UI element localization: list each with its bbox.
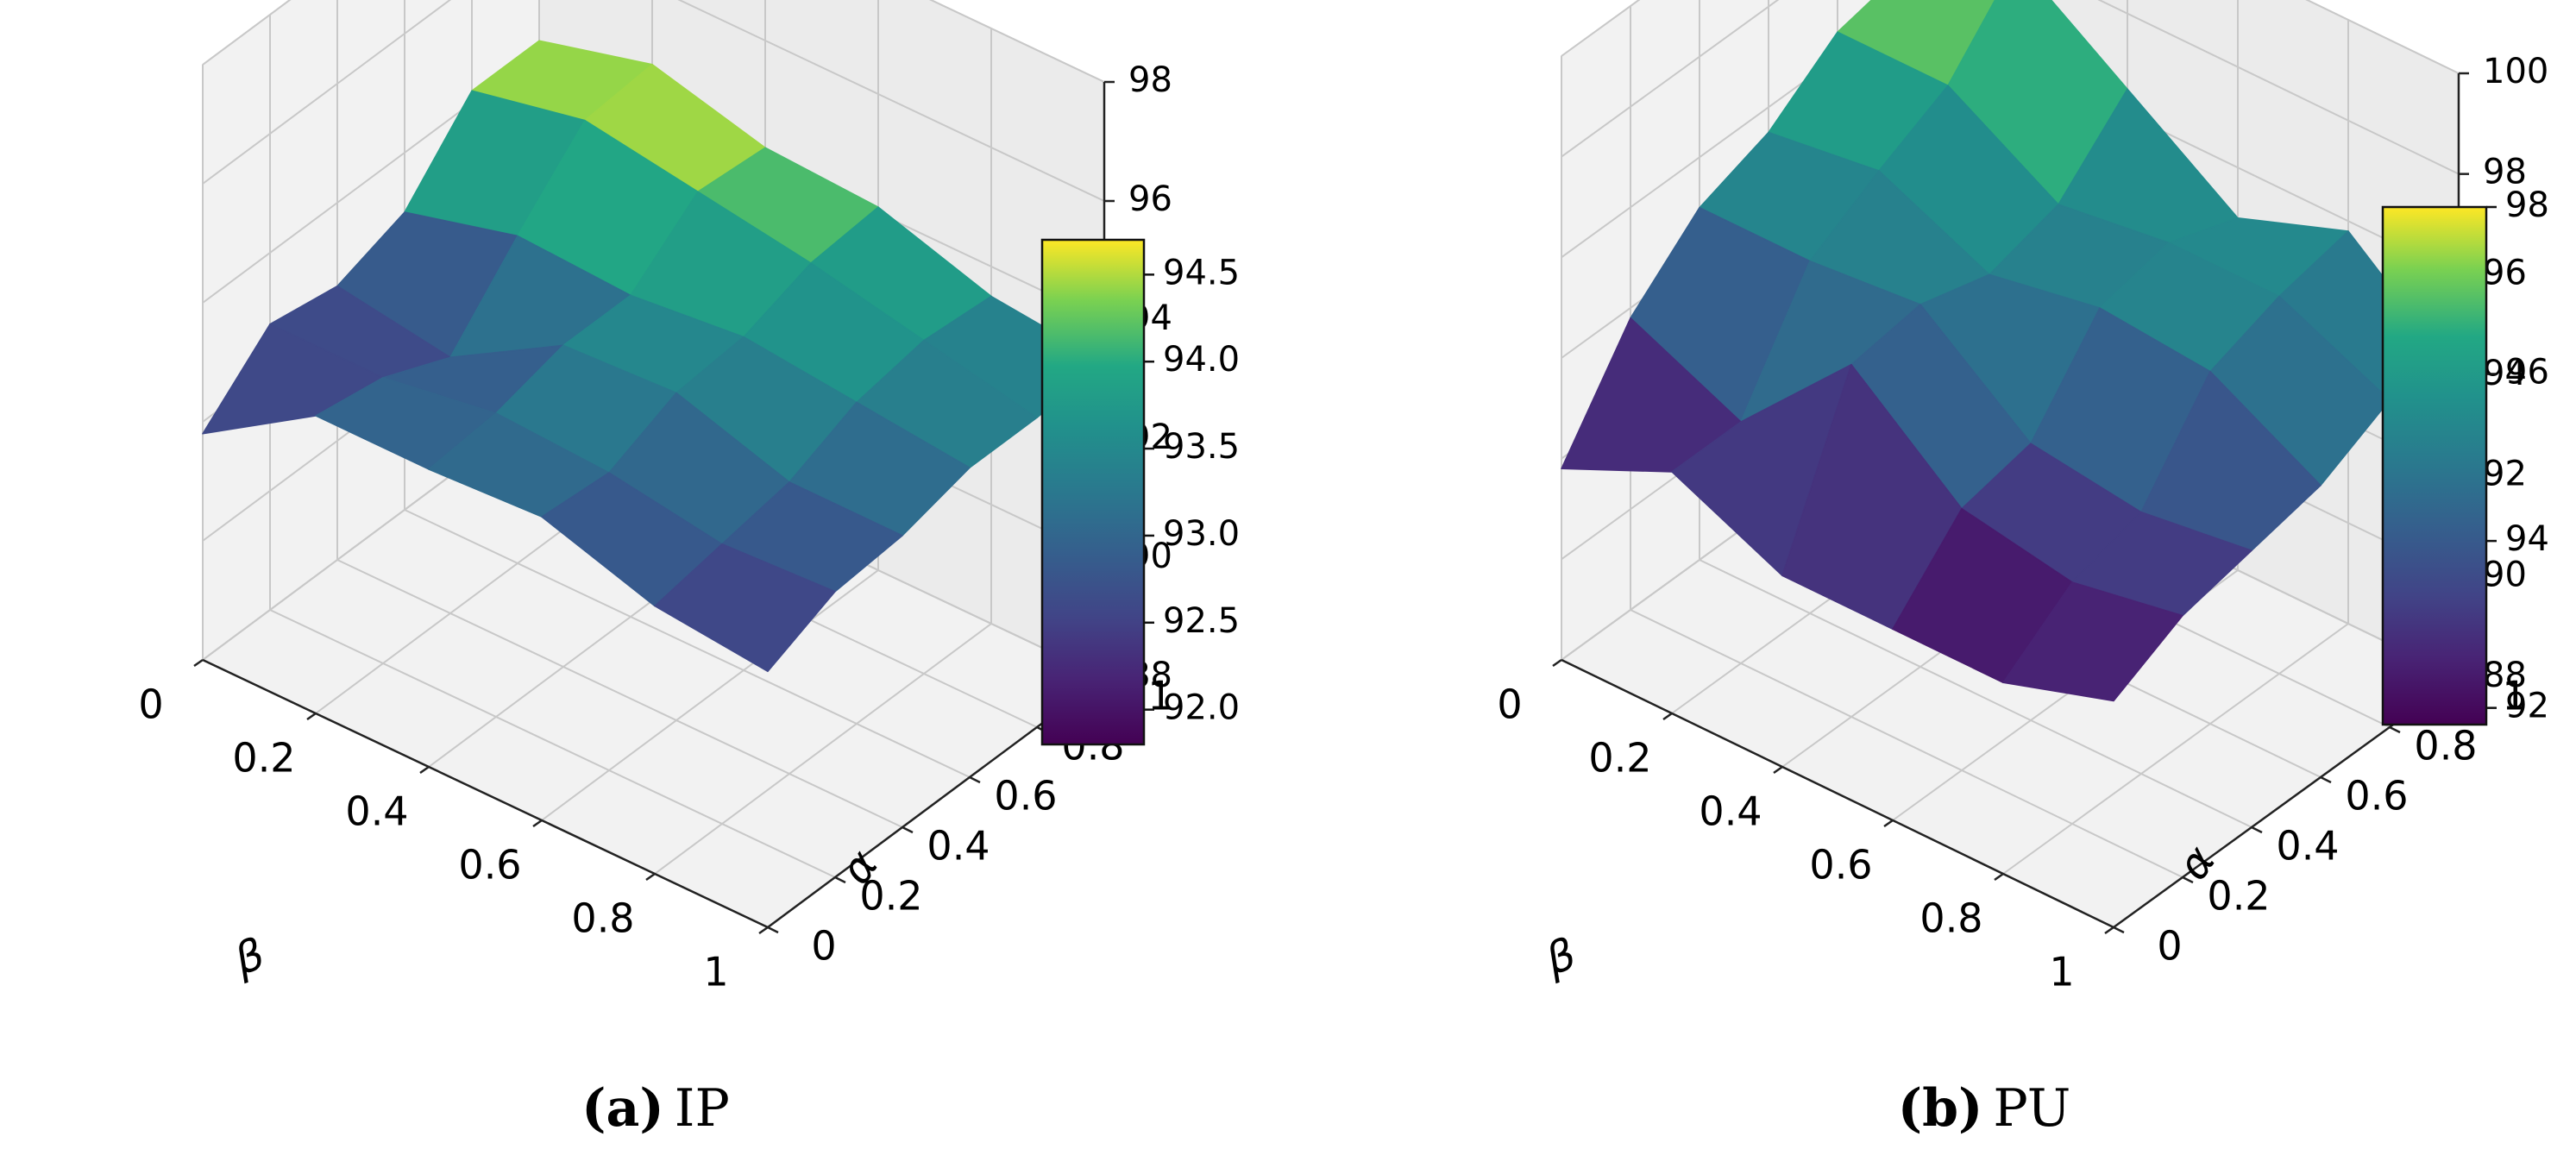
colorbar-gradient: [2381, 205, 2488, 726]
y-tick-label: 0.8: [2414, 723, 2477, 769]
x-tick-label: 0: [138, 681, 163, 728]
colorbar-tick-label: 93.5: [1163, 427, 1240, 467]
z-tick-label: 96: [2483, 253, 2527, 292]
x-axis-line: [1561, 658, 2114, 929]
y-tick-label: 0.2: [2207, 873, 2270, 920]
x-tick-mark: [1773, 765, 1783, 775]
y-tick-label: 0: [2157, 923, 2182, 970]
y-tick-mark: [2320, 775, 2332, 784]
panel-pu: 00.20.40.60.8100.20.40.60.81889092949698…: [1497, 0, 2549, 1139]
grid-z: [202, 0, 1105, 202]
colorbar-gradient: [1040, 238, 1146, 746]
y-tick-mark: [834, 876, 846, 884]
x-tick-mark: [1994, 872, 2004, 882]
y-tick-label: 0.6: [2345, 773, 2408, 819]
x-tick-label: 0.2: [1588, 735, 1651, 782]
x-tick-mark: [419, 765, 430, 775]
z-tick-label: 88: [2483, 656, 2527, 695]
x-tick-label: 1: [2049, 949, 2074, 995]
colorbar: 92.0 92.5 93.0 93.5 94.0 94.5: [1040, 238, 1240, 746]
x-axis-line: [202, 658, 769, 929]
colorbar-tick-label: 94.5: [1163, 253, 1240, 292]
surface-patch: [2002, 581, 2183, 702]
z-tick-label: 90: [2483, 555, 2527, 594]
panel-label: (b): [1898, 1078, 1983, 1139]
y-tick-mark: [2113, 926, 2125, 934]
x-tick-mark: [645, 872, 656, 882]
colorbar-tick-label: 92.5: [1163, 601, 1240, 641]
x-tick-label: 0: [1497, 681, 1522, 728]
x-tick-label: 1: [703, 949, 728, 995]
x-tick-mark: [2104, 926, 2114, 935]
y-tick-label: 1: [2502, 673, 2527, 719]
x-axis-label: β: [1538, 928, 1582, 985]
z-tick-label: 96: [1128, 179, 1172, 219]
panel-ip: 00.20.40.60.8100.20.40.60.81889092949698…: [138, 0, 1240, 1139]
colorbar-tick-label: 98: [2505, 185, 2549, 225]
colorbar-tick-label: 93.0: [1163, 514, 1240, 554]
panel-caption-text: PU: [1993, 1078, 2070, 1139]
y-tick-label: 1: [1147, 673, 1172, 719]
x-tick-label: 0.4: [345, 788, 408, 835]
x-tick-mark: [532, 819, 543, 828]
z-tick-label: 92: [2483, 455, 2527, 494]
y-tick-mark: [767, 926, 779, 934]
colorbar-tick-label: 96: [2505, 353, 2549, 392]
x-tick-label: 0.6: [1809, 842, 1872, 888]
colorbar-tick-label: 94.0: [1163, 340, 1240, 380]
z-tick-label: 98: [2483, 153, 2527, 192]
y-tick-mark: [2182, 876, 2194, 884]
x-tick-mark: [1883, 819, 1894, 828]
surface-patch: [654, 543, 836, 673]
y-tick-mark: [902, 826, 914, 834]
x-tick-label: 0.6: [458, 842, 521, 888]
x-axis-label: β: [227, 928, 271, 985]
y-tick-mark: [2251, 826, 2263, 834]
panel-caption: (b) PU: [1898, 1078, 2071, 1139]
colorbar-tick-label: 92: [2505, 687, 2549, 726]
y-tick-label: 0.2: [859, 873, 922, 920]
y-tick-mark: [2389, 725, 2401, 734]
y-tick-mark: [969, 775, 981, 784]
panel-caption-text: IP: [675, 1078, 730, 1139]
x-tick-label: 0.4: [1699, 788, 1762, 835]
z-tick-label: 98: [1128, 60, 1172, 100]
x-tick-mark: [193, 658, 204, 668]
grid-z: [1561, 0, 2460, 175]
x-tick-mark: [306, 712, 317, 721]
y-tick-label: 0: [811, 923, 836, 970]
colorbar: 92 94 96 98: [2381, 185, 2549, 726]
x-tick-label: 0.2: [232, 735, 295, 782]
y-tick-label: 0.4: [2276, 823, 2339, 870]
panel-caption: (a) IP: [581, 1078, 730, 1139]
surface: [1561, 0, 2460, 702]
colorbar-tick-label: 92.0: [1163, 688, 1240, 728]
colorbar-tick-label: 94: [2505, 519, 2549, 559]
x-tick-label: 0.8: [1919, 895, 1982, 942]
x-tick-mark: [1662, 712, 1673, 721]
x-tick-label: 0.8: [571, 895, 634, 942]
z-tick-label: 100: [2483, 52, 2548, 91]
panel-label: (a): [581, 1078, 664, 1139]
y-tick-label: 0.4: [927, 823, 990, 870]
x-tick-mark: [1552, 658, 1562, 668]
y-tick-label: 0.6: [994, 773, 1057, 819]
x-tick-mark: [758, 926, 769, 935]
